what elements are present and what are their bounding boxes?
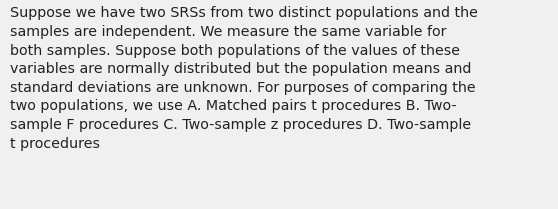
Text: Suppose we have two SRSs from two distinct populations and the
samples are indep: Suppose we have two SRSs from two distin… xyxy=(10,6,478,151)
